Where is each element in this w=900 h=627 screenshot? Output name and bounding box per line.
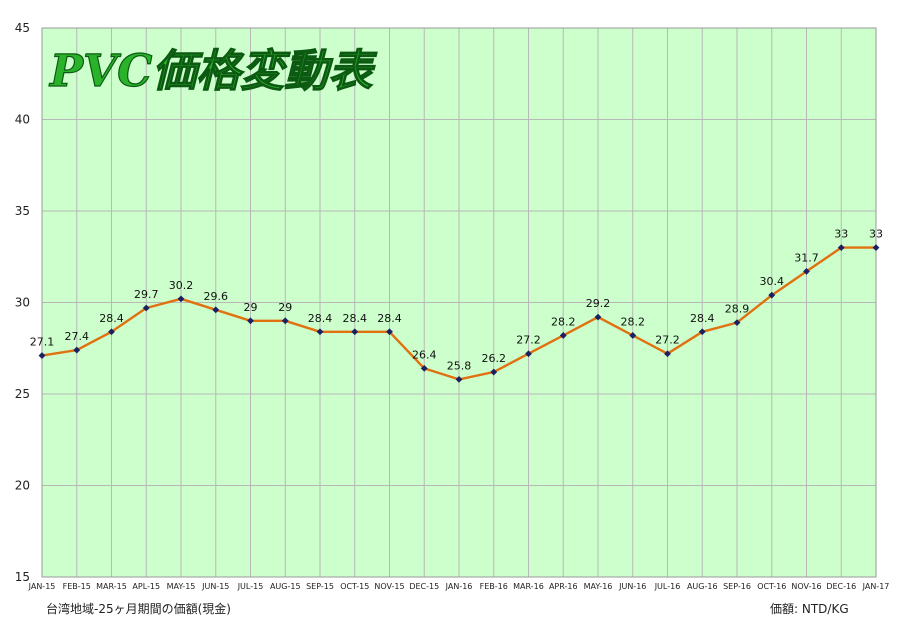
data-point-marker: [386, 328, 393, 336]
x-tick-label: FEB-15: [63, 582, 91, 591]
data-label: 27.2: [655, 334, 680, 347]
x-tick-label: AUG-15: [270, 582, 301, 591]
data-label: 28.2: [551, 315, 576, 328]
data-point-marker: [559, 332, 567, 339]
x-tick-label: JUL-15: [237, 582, 264, 591]
y-tick-label: 20: [15, 479, 30, 493]
y-tick-label: 25: [15, 387, 30, 401]
y-tick-label: 40: [15, 113, 30, 127]
data-point-marker: [629, 332, 637, 339]
x-tick-label: OCT-16: [757, 582, 786, 591]
data-label: 28.4: [377, 312, 402, 325]
data-point-marker: [698, 328, 706, 336]
x-tick-label: DEC-15: [409, 582, 439, 591]
plot-border: [41, 27, 877, 578]
data-labels: 27.1 27.4 28.4 29.7 30.2 29.6 29 29 28.4 28.4 28.4…: [30, 228, 883, 373]
data-point-marker: [108, 328, 115, 336]
data-label: 29.6: [204, 290, 229, 303]
data-point-marker: [73, 346, 81, 354]
data-label: 28.9: [725, 303, 750, 316]
data-point-marker: [247, 317, 254, 325]
data-point-marker: [525, 350, 532, 358]
data-label: 27.4: [65, 330, 90, 343]
data-label: 30.4: [760, 275, 785, 288]
data-point-marker: [837, 244, 845, 251]
x-tick-label: OCT-15: [340, 582, 369, 591]
x-tick-label: FEB-16: [480, 582, 508, 591]
data-point-marker: [281, 317, 289, 325]
data-label: 28.4: [690, 312, 715, 325]
x-tick-label: DEC-16: [826, 582, 856, 591]
data-point-marker: [142, 304, 150, 312]
x-tick-label: NOV-16: [791, 582, 821, 591]
data-point-marker: [212, 306, 220, 314]
x-axis: JAN-15 FEB-15 MAR-15 APL-15 MAY-15 JUN-15 JUL-…: [28, 582, 890, 591]
data-markers: [38, 244, 880, 383]
x-tick-label: JAN-16: [445, 582, 473, 591]
x-tick-label: JUN-15: [201, 582, 229, 591]
data-label: 33: [869, 228, 883, 241]
data-label: 28.4: [308, 312, 333, 325]
x-tick-label: AUG-16: [687, 582, 718, 591]
x-tick-label: JUN-16: [618, 582, 646, 591]
data-label: 29: [244, 301, 258, 314]
data-label: 29.2: [586, 297, 611, 310]
y-axis: 15 20 25 30 35 40 45: [15, 21, 30, 584]
x-tick-label: JUL-16: [654, 582, 681, 591]
data-label: 25.8: [447, 359, 472, 372]
data-point-marker: [177, 295, 185, 303]
data-label: 31.7: [794, 251, 819, 264]
data-point-marker: [872, 244, 880, 251]
x-tick-label: NOV-15: [374, 582, 404, 591]
data-label: 26.2: [482, 352, 507, 365]
data-label: 28.2: [621, 315, 646, 328]
data-point-marker: [455, 375, 463, 383]
y-tick-label: 35: [15, 204, 30, 218]
x-tick-label: SEP-16: [723, 582, 751, 591]
chart-title: PVC価格変動表: [48, 46, 377, 97]
x-tick-label: SEP-15: [306, 582, 334, 591]
x-tick-label: MAY-15: [167, 582, 196, 591]
data-point-marker: [594, 313, 602, 321]
data-point-marker: [351, 328, 359, 336]
data-point-marker: [316, 328, 324, 336]
x-tick-label: MAR-16: [513, 582, 544, 591]
data-point-marker: [664, 350, 671, 358]
data-point-marker: [490, 368, 498, 376]
y-tick-label: 15: [15, 570, 30, 584]
data-point-marker: [733, 319, 741, 327]
x-tick-label: APR-16: [549, 582, 578, 591]
data-label: 26.4: [412, 348, 437, 361]
data-point-marker: [803, 267, 810, 275]
grid-lines: [41, 27, 877, 578]
x-tick-label: MAY-16: [584, 582, 613, 591]
data-point-marker: [768, 291, 776, 299]
data-label: 33: [834, 228, 848, 241]
data-point-marker: [420, 364, 428, 372]
data-label: 30.2: [169, 279, 194, 292]
footer-unit-note: 価額: NTD/KG: [770, 602, 849, 616]
data-label: 28.4: [343, 312, 368, 325]
data-label: 29.7: [134, 288, 159, 301]
y-tick-label: 45: [15, 21, 30, 35]
x-tick-label: JAN-17: [862, 582, 890, 591]
data-label: 29: [278, 301, 292, 314]
y-tick-label: 30: [15, 296, 30, 310]
x-tick-label: APL-15: [132, 582, 160, 591]
data-point-marker: [38, 352, 46, 359]
data-label: 27.2: [516, 334, 541, 347]
x-tick-label: MAR-15: [96, 582, 127, 591]
x-tick-label: JAN-15: [28, 582, 56, 591]
footer-period-note: 台湾地域-25ヶ月期間の価額(現金): [46, 601, 231, 616]
data-label: 28.4: [99, 312, 124, 325]
data-label: 27.1: [30, 336, 55, 349]
